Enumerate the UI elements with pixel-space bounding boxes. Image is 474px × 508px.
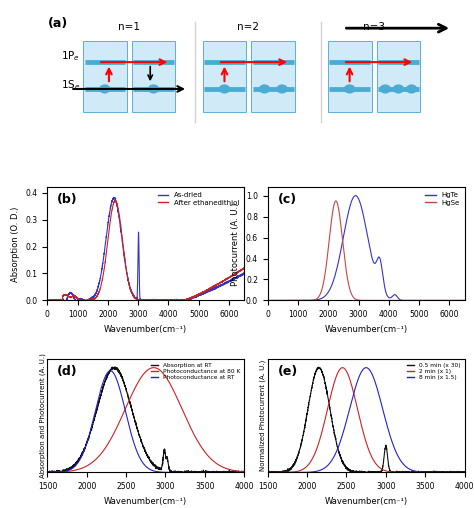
Text: 1S$_e$: 1S$_e$ bbox=[61, 78, 80, 91]
Bar bbox=[376, 41, 420, 112]
Circle shape bbox=[277, 85, 287, 93]
X-axis label: Wavenumber(cm⁻¹): Wavenumber(cm⁻¹) bbox=[325, 497, 408, 506]
Bar bbox=[83, 41, 127, 112]
Text: 1P$_e$: 1P$_e$ bbox=[61, 49, 80, 62]
X-axis label: Wavenumber(cm⁻¹): Wavenumber(cm⁻¹) bbox=[104, 325, 187, 334]
Circle shape bbox=[345, 85, 355, 93]
Circle shape bbox=[148, 85, 159, 93]
Bar bbox=[328, 41, 372, 112]
Text: n=1: n=1 bbox=[118, 22, 140, 31]
Text: n=2: n=2 bbox=[237, 22, 259, 31]
Legend: Absorption at RT, Photoconductance at 80 K, Photoconductance at RT: Absorption at RT, Photoconductance at 80… bbox=[150, 362, 241, 382]
Bar bbox=[202, 41, 246, 112]
Y-axis label: Absorption and Photocurrent (A. U.): Absorption and Photocurrent (A. U.) bbox=[39, 354, 46, 479]
X-axis label: Wavenumber(cm⁻¹): Wavenumber(cm⁻¹) bbox=[325, 325, 408, 334]
Circle shape bbox=[380, 85, 390, 93]
Bar bbox=[251, 41, 295, 112]
Circle shape bbox=[259, 85, 270, 93]
Circle shape bbox=[219, 85, 229, 93]
Legend: As-dried, After ethanedithiol: As-dried, After ethanedithiol bbox=[156, 190, 241, 207]
Circle shape bbox=[100, 85, 110, 93]
Text: n=3: n=3 bbox=[363, 22, 384, 31]
Bar bbox=[132, 41, 175, 112]
Text: (c): (c) bbox=[278, 193, 297, 206]
Text: (e): (e) bbox=[278, 365, 298, 378]
Text: (d): (d) bbox=[57, 365, 78, 378]
Circle shape bbox=[407, 85, 417, 93]
X-axis label: Wavenumber(cm⁻¹): Wavenumber(cm⁻¹) bbox=[104, 497, 187, 506]
Circle shape bbox=[393, 85, 403, 93]
Text: (b): (b) bbox=[57, 193, 78, 206]
Legend: 0.5 min (x 30), 2 min (x 1), 8 min (x 1.5): 0.5 min (x 30), 2 min (x 1), 8 min (x 1.… bbox=[406, 362, 462, 382]
Y-axis label: Normalized Photocurrent (A. U.): Normalized Photocurrent (A. U.) bbox=[260, 360, 266, 471]
Legend: HgTe, HgSe: HgTe, HgSe bbox=[424, 190, 461, 207]
Y-axis label: Absorption (O. D.): Absorption (O. D.) bbox=[11, 206, 20, 281]
Y-axis label: Photocurrent (A. U.): Photocurrent (A. U.) bbox=[231, 202, 240, 285]
Text: (a): (a) bbox=[47, 17, 68, 30]
